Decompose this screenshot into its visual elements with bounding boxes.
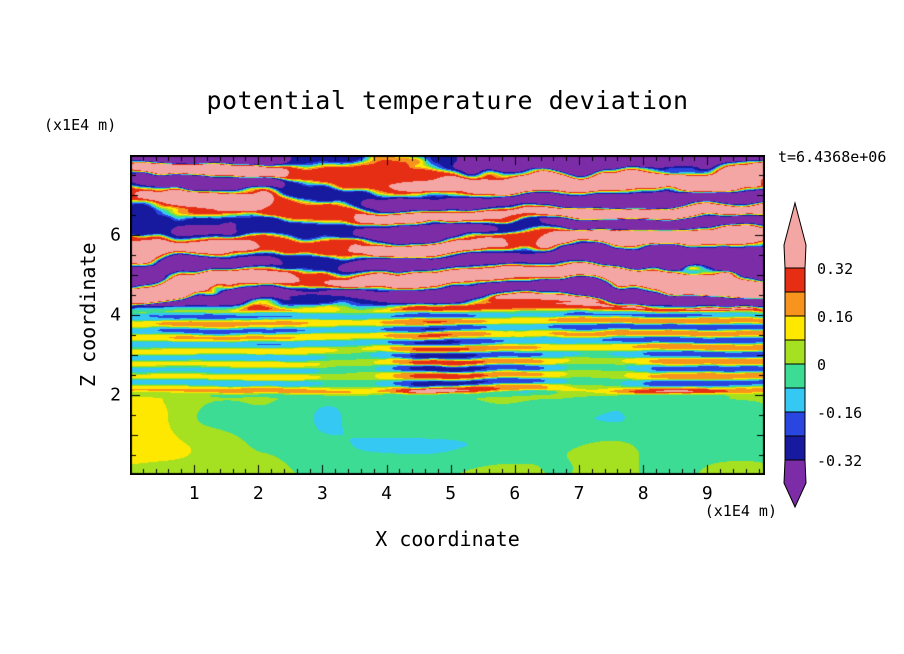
x-tick-label: 8 bbox=[637, 483, 649, 504]
x-tick-label: 9 bbox=[701, 483, 713, 504]
colorbar-band bbox=[784, 363, 806, 389]
x-tick-label: 5 bbox=[445, 483, 457, 504]
z-tick-label: 2 bbox=[110, 384, 121, 406]
x-tick-label: 3 bbox=[317, 483, 328, 504]
colorbar-tick-label: 0 bbox=[817, 356, 827, 374]
z-axis-unit-label: (x1E4 m) bbox=[44, 116, 117, 134]
x-tick-label: 1 bbox=[188, 483, 200, 504]
z-axis-title: Z coordinate bbox=[76, 242, 100, 388]
time-annotation: t=6.4368e+06 bbox=[778, 148, 887, 166]
colorbar-tick-label: 0.16 bbox=[817, 308, 854, 326]
x-tick-label: 7 bbox=[573, 483, 585, 504]
colorbar-over-arrow bbox=[783, 201, 807, 269]
x-tick-label: 2 bbox=[252, 483, 264, 504]
colorbar-band bbox=[784, 339, 806, 365]
colorbar-tick-label: -0.32 bbox=[817, 452, 863, 470]
colorbar-band bbox=[784, 411, 806, 437]
colorbar-band bbox=[784, 267, 806, 293]
colorbar-band bbox=[784, 387, 806, 413]
colorbar-band bbox=[784, 435, 806, 461]
colorbar-under-arrow bbox=[783, 459, 807, 509]
colorbar-tick-label: -0.16 bbox=[817, 404, 863, 422]
colorbar-band bbox=[784, 291, 806, 317]
x-axis-unit-label: (x1E4 m) bbox=[704, 502, 777, 520]
colorbar-tick-label: 0.32 bbox=[817, 260, 854, 278]
contour-canvas bbox=[130, 155, 765, 475]
colorbar bbox=[783, 201, 807, 509]
z-tick-label: 6 bbox=[110, 224, 121, 246]
plot-area bbox=[130, 155, 765, 475]
z-tick-label: 4 bbox=[110, 304, 121, 326]
x-tick-label: 6 bbox=[509, 483, 521, 504]
chart-title: potential temperature deviation bbox=[206, 86, 689, 115]
x-axis-title: X coordinate bbox=[375, 527, 520, 551]
x-tick-label: 4 bbox=[381, 483, 392, 504]
colorbar-band bbox=[784, 315, 806, 341]
